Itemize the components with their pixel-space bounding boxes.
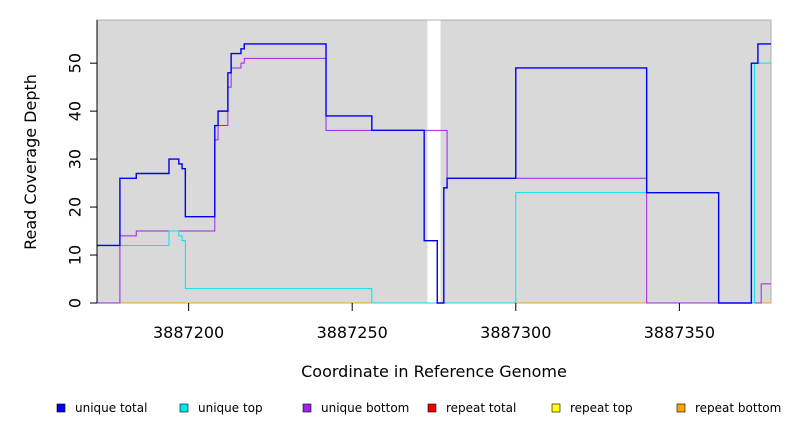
background-region-1	[440, 20, 771, 303]
series-layer	[97, 43, 771, 304]
legend-label-unique-top: unique top	[198, 401, 263, 415]
legend-label-unique-bottom: unique bottom	[321, 401, 409, 415]
legend-swatch-repeat-total	[427, 403, 437, 413]
y-tick-label: 20	[66, 197, 85, 217]
y-tick-label: 0	[66, 298, 85, 308]
legend-label-repeat-top: repeat top	[570, 401, 633, 415]
x-tick-label: 3887250	[317, 323, 388, 342]
legend-swatch-repeat-top	[551, 403, 561, 413]
background-region-0	[97, 20, 428, 303]
legend-label-unique-total: unique total	[75, 401, 147, 415]
legend-swatch-unique-top	[179, 403, 189, 413]
legend-label-repeat-bottom: repeat bottom	[695, 401, 781, 415]
legend-swatch-unique-bottom	[302, 403, 312, 413]
y-tick-label: 50	[66, 53, 85, 73]
y-axis-title: Read Coverage Depth	[21, 74, 40, 250]
background-shading-layer	[97, 20, 771, 303]
x-tick-label: 3887200	[153, 323, 224, 342]
x-axis-title: Coordinate in Reference Genome	[301, 362, 567, 381]
x-tick-label: 3887300	[480, 323, 551, 342]
y-ticks: 0 10 20 30 40 50	[66, 53, 97, 308]
legend: unique total unique top unique bottom repea…	[56, 401, 781, 415]
y-tick-label: 10	[66, 245, 85, 265]
series-line-unique-total	[97, 43, 771, 304]
y-tick-label: 40	[66, 101, 85, 121]
x-ticks: 3887200 3887250 3887300 3887350	[153, 303, 715, 342]
legend-swatch-repeat-bottom	[676, 403, 686, 413]
x-tick-label: 3887350	[644, 323, 715, 342]
axes: 0 10 20 30 40 50 3887200 3887250 3887300 3887350	[66, 20, 715, 342]
legend-label-repeat-total: repeat total	[446, 401, 516, 415]
legend-swatch-unique-total	[56, 403, 66, 413]
y-tick-label: 30	[66, 149, 85, 169]
